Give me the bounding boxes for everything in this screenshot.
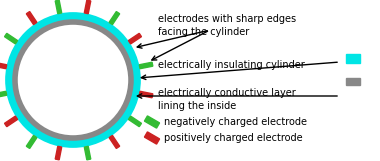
Polygon shape bbox=[128, 33, 141, 44]
Circle shape bbox=[21, 28, 125, 132]
Polygon shape bbox=[84, 0, 91, 14]
Polygon shape bbox=[144, 132, 160, 144]
Polygon shape bbox=[55, 146, 62, 160]
Polygon shape bbox=[109, 12, 120, 25]
Polygon shape bbox=[5, 116, 17, 127]
Polygon shape bbox=[26, 135, 37, 148]
Polygon shape bbox=[26, 12, 37, 25]
Text: negatively charged electrode: negatively charged electrode bbox=[164, 117, 307, 127]
Polygon shape bbox=[139, 91, 153, 98]
Polygon shape bbox=[0, 91, 7, 98]
Polygon shape bbox=[128, 116, 141, 127]
Polygon shape bbox=[84, 146, 91, 160]
Circle shape bbox=[21, 28, 125, 132]
Text: electrodes with sharp edges
facing the cylinder: electrodes with sharp edges facing the c… bbox=[158, 14, 296, 37]
Polygon shape bbox=[139, 62, 153, 69]
Polygon shape bbox=[109, 135, 120, 148]
Bar bbox=[346, 54, 360, 63]
Polygon shape bbox=[55, 0, 62, 14]
Polygon shape bbox=[144, 116, 160, 128]
Bar bbox=[346, 78, 360, 85]
Text: electrically conductive layer
lining the inside: electrically conductive layer lining the… bbox=[158, 88, 296, 111]
Text: electrically insulating cylinder: electrically insulating cylinder bbox=[158, 60, 305, 70]
Polygon shape bbox=[5, 33, 17, 44]
Polygon shape bbox=[0, 62, 7, 69]
Text: positively charged electrode: positively charged electrode bbox=[164, 133, 302, 143]
